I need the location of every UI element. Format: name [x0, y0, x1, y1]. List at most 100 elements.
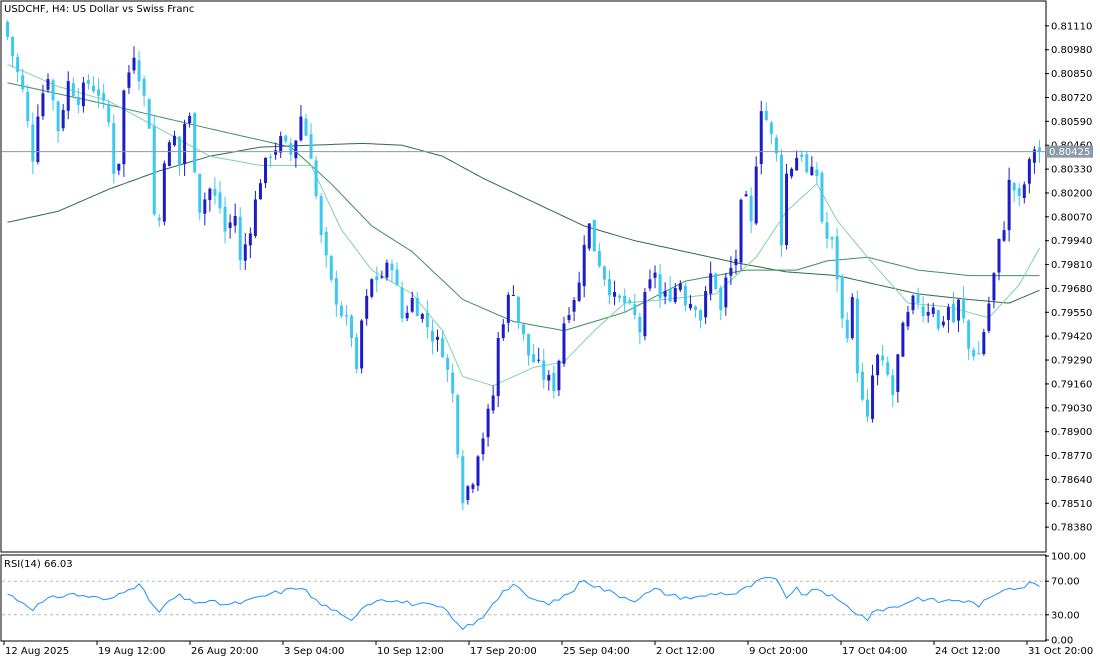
price-tick-label: 0.80720: [1051, 93, 1092, 104]
candle-body: [501, 324, 505, 338]
candle-body: [1007, 179, 1011, 231]
candle-body: [451, 372, 455, 394]
candle-body: [805, 154, 809, 172]
price-tick-label: 0.78770: [1051, 451, 1092, 462]
price-panel-frame: [0, 0, 1047, 553]
candle-body: [522, 324, 525, 335]
candle-body: [901, 322, 905, 357]
rsi-tick-label: 30.00: [1051, 610, 1080, 621]
candle-body: [284, 135, 288, 142]
candle-body: [1032, 149, 1036, 163]
candle-body: [951, 303, 955, 322]
candle-body: [92, 85, 96, 92]
candle-body: [491, 395, 495, 411]
candle-body: [294, 140, 298, 159]
candle-body: [117, 163, 121, 171]
candle-body: [395, 269, 399, 286]
current-price-tag: [1046, 145, 1093, 158]
candle-body: [628, 300, 632, 303]
candle-body: [911, 295, 915, 311]
candle-body: [375, 276, 379, 281]
candle-body: [248, 233, 252, 246]
candle-body: [137, 60, 141, 82]
candle-body: [537, 359, 541, 361]
candle-body: [683, 285, 687, 306]
candle-body: [370, 279, 374, 297]
candle-body: [785, 173, 789, 246]
candle-body: [572, 300, 576, 312]
candle-body: [618, 295, 622, 298]
candle-body: [218, 192, 222, 209]
candle-body: [1017, 188, 1021, 196]
candle-body: [350, 315, 354, 339]
candle-body: [941, 321, 945, 326]
candle-body: [304, 118, 308, 136]
price-layer: [2, 20, 1045, 511]
price-tick-label: 0.80590: [1051, 117, 1092, 128]
candle-body: [365, 295, 369, 319]
candle-body: [592, 219, 596, 252]
price-tick-label: 0.80850: [1051, 69, 1092, 80]
current-price-label: 0.80425: [1049, 147, 1090, 158]
candle-body: [633, 304, 637, 315]
candle-body: [891, 375, 895, 396]
price-tick-label: 0.79160: [1051, 379, 1092, 390]
candle-body: [253, 199, 257, 236]
candle-body: [400, 287, 404, 319]
candle-body: [724, 277, 728, 308]
candle-body: [274, 150, 278, 155]
candle-body: [693, 306, 697, 311]
price-tick-label: 0.80330: [1051, 165, 1092, 176]
candle-body: [992, 273, 996, 301]
candle-body: [425, 312, 429, 328]
candle-body: [289, 143, 293, 155]
candle-body: [76, 96, 80, 105]
candle-body: [127, 72, 131, 88]
candle-body: [936, 310, 940, 329]
candle-body: [279, 136, 283, 153]
candle-body: [1027, 159, 1031, 184]
candle-body: [597, 250, 601, 267]
candle-body: [456, 395, 460, 455]
candle-body: [673, 288, 677, 302]
price-tick-label: 0.78640: [1051, 475, 1092, 486]
price-axis: 0.81110 0.80980 0.80850 0.80720 0.80590 0.804…: [1045, 21, 1093, 534]
price-tick-label: 0.79940: [1051, 236, 1092, 247]
candle-body: [56, 101, 60, 132]
candle-body: [81, 82, 85, 107]
candle-body: [704, 291, 708, 318]
time-tick-label: 17 Oct 04:00: [842, 646, 907, 657]
price-tick-label: 0.79290: [1051, 356, 1092, 367]
candle-body: [532, 354, 536, 363]
candle-body: [309, 134, 313, 159]
candle-body: [653, 272, 657, 278]
candle-body: [223, 206, 227, 232]
candle-body: [66, 81, 70, 111]
candle-body: [481, 438, 485, 455]
candle-body: [1012, 183, 1016, 191]
price-tick-label: 0.78380: [1051, 523, 1092, 534]
candle-body: [527, 333, 531, 356]
candle-body: [855, 298, 859, 374]
candle-body: [132, 57, 136, 71]
candle-body: [567, 314, 571, 320]
candle-body: [61, 110, 65, 129]
candle-body: [815, 169, 819, 176]
price-tick-label: 0.80980: [1051, 45, 1092, 56]
candle-body: [476, 456, 480, 486]
candle-body: [178, 136, 182, 166]
candle-body: [26, 91, 30, 122]
rsi-tick-label: 70.00: [1051, 577, 1080, 588]
candle-body: [162, 163, 166, 222]
candle-body: [916, 294, 920, 303]
candle-body: [729, 267, 733, 276]
candle-body: [739, 199, 743, 263]
candle-body: [213, 188, 217, 196]
time-tick-label: 25 Sep 04:00: [563, 646, 630, 657]
price-tick-label: 0.79030: [1051, 403, 1092, 414]
candle-body: [557, 360, 561, 391]
candle-body: [142, 78, 146, 96]
candle-body: [208, 188, 212, 201]
time-tick-label: 17 Sep 20:00: [470, 646, 537, 657]
